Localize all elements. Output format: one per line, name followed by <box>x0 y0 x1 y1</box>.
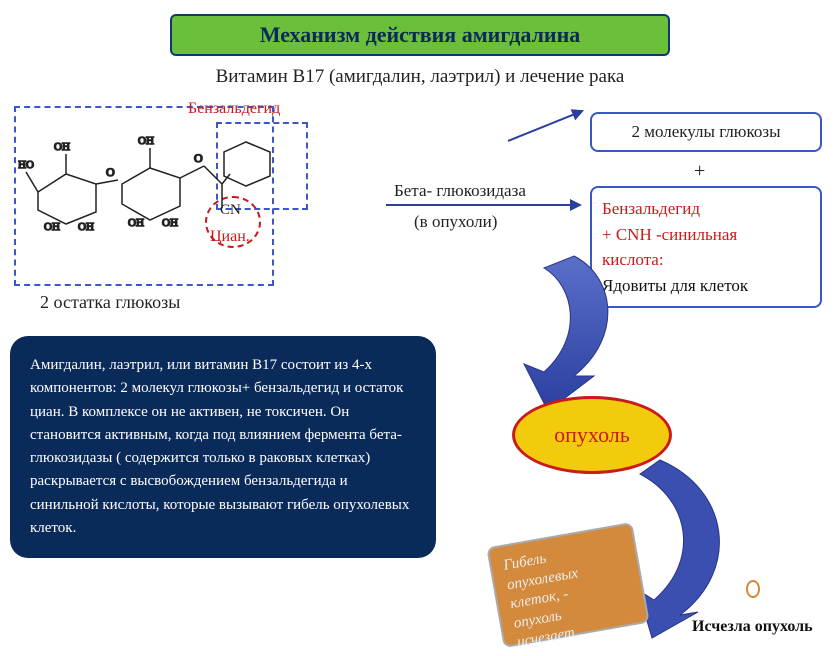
glucose-text: 2 молекулы глюкозы <box>631 122 780 141</box>
arrow-to-tumor-icon <box>454 246 654 416</box>
tumor-gone-label: Исчезла опухоль <box>692 618 813 636</box>
title-text: Механизм действия амигдалина <box>260 22 581 47</box>
svg-text:OH: OH <box>78 221 94 233</box>
svg-text:OH: OH <box>162 217 178 229</box>
reaction-arrow <box>386 204 580 206</box>
arrow-to-glucose <box>508 110 583 142</box>
plus-sign: + <box>694 160 705 183</box>
benz-product: Бензальдегид <box>602 196 810 222</box>
svg-text:HO: HO <box>18 159 34 171</box>
tumor-death-box: Гибель опухолевых клеток, - опухоль исче… <box>486 522 649 648</box>
title-banner: Механизм действия амигдалина <box>170 14 670 56</box>
info-text: Амигдалин, лаэтрил, или витамин В17 сост… <box>30 357 409 536</box>
info-box: Амигдалин, лаэтрил, или витамин В17 сост… <box>10 336 436 558</box>
glucose-residues-label: 2 остатка глюкозы <box>40 292 180 313</box>
benzaldehyde-label: Бензальдегид <box>188 100 280 118</box>
svg-text:OH: OH <box>54 141 70 153</box>
svg-text:O: O <box>106 165 115 179</box>
glucose-product-box: 2 молекулы глюкозы <box>590 112 822 152</box>
enzyme-label: Бета- глюкозидаза <box>394 181 526 201</box>
svg-text:O: O <box>194 151 203 165</box>
cyanide-label: Циан. <box>210 228 250 246</box>
svg-text:OH: OH <box>138 135 154 147</box>
cnh-product: + CNH -синильная <box>602 222 810 248</box>
enzyme-location: (в опухоли) <box>414 212 497 232</box>
molecule-structure: HO OH OH OH O OH OH OH O <box>18 112 318 282</box>
subtitle: Витамин В17 (амигдалин, лаэтрил) и лечен… <box>0 66 840 88</box>
svg-text:OH: OH <box>44 221 60 233</box>
small-tumor-remnant <box>746 580 760 598</box>
cn-text: CN <box>220 202 241 219</box>
svg-text:OH: OH <box>128 217 144 229</box>
